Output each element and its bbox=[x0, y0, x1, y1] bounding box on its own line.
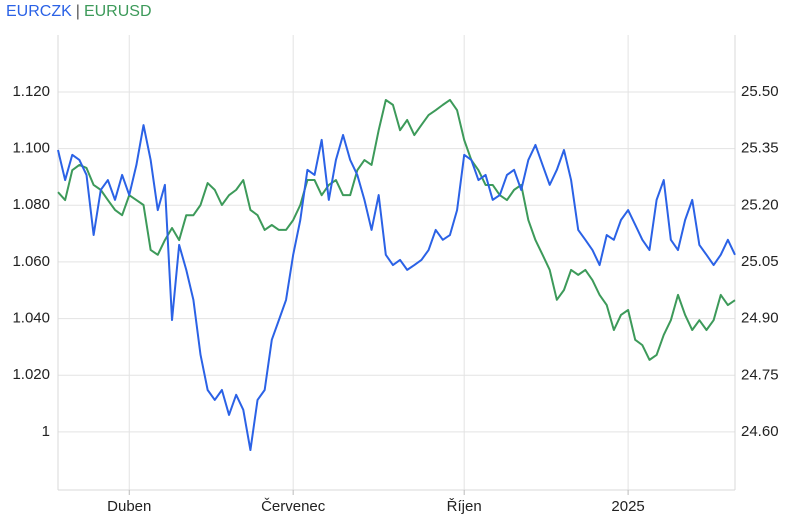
x-tick-label: Duben bbox=[107, 498, 151, 515]
y2-tick-label: 25.35 bbox=[741, 140, 779, 157]
y-tick-label: 1.020 bbox=[12, 366, 50, 383]
y-tick-label: 1.120 bbox=[12, 83, 50, 100]
y-tick-label: 1.080 bbox=[12, 196, 50, 213]
y2-tick-label: 25.50 bbox=[741, 83, 779, 100]
legend-separator: | bbox=[76, 3, 80, 20]
series-line bbox=[57, 98, 736, 361]
legend-entry[interactable]: EURUSD bbox=[84, 3, 152, 20]
y-tick-label: 1.040 bbox=[12, 310, 50, 327]
y-tick-label: 1.100 bbox=[12, 140, 50, 157]
y-tick-label: 1.060 bbox=[12, 253, 50, 270]
y2-tick-label: 24.90 bbox=[741, 310, 779, 327]
series-line bbox=[57, 124, 736, 452]
legend-entry[interactable]: EURCZK bbox=[6, 3, 72, 20]
y2-tick-label: 25.05 bbox=[741, 253, 779, 270]
x-tick-label: Červenec bbox=[261, 498, 326, 515]
y2-tick-label: 24.75 bbox=[741, 366, 779, 383]
y2-tick-label: 25.20 bbox=[741, 196, 779, 213]
x-tick-label: 2025 bbox=[611, 498, 644, 515]
y2-tick-label: 24.60 bbox=[741, 423, 779, 440]
legend: EURCZK | EURUSD bbox=[6, 3, 152, 20]
x-tick-label: Říjen bbox=[447, 498, 482, 515]
y-tick-label: 1 bbox=[42, 423, 50, 440]
